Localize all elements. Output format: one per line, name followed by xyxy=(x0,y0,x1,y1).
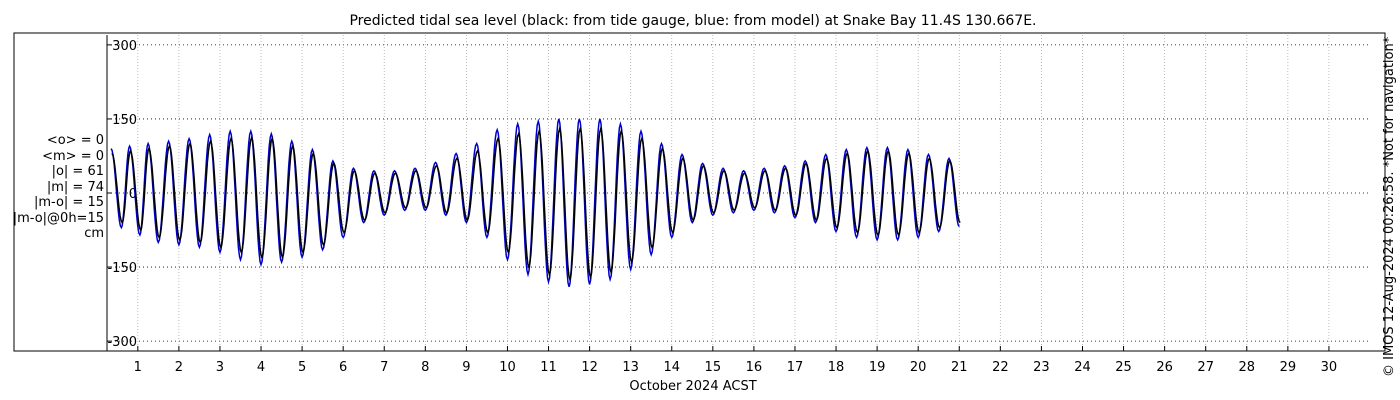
statistics-panel: <o> = 0 <m> = 0 |o| = 61 |m| = 74 |m-o| … xyxy=(10,133,104,242)
copyright-note: © IMOS 12-Aug-2024 00:26:58. *Not for na… xyxy=(1382,36,1397,377)
x-tick-label: 7 xyxy=(380,360,388,375)
x-tick-label: 22 xyxy=(992,360,1009,375)
x-tick-label: 10 xyxy=(499,360,516,375)
stat-abs-obs: |o| = 61 xyxy=(51,164,104,179)
y-tick-label: 0 xyxy=(129,187,137,202)
x-tick-label: 27 xyxy=(1197,360,1214,375)
x-tick-label: 1 xyxy=(134,360,142,375)
stat-abs-diff: |m-o| = 15 xyxy=(33,195,104,210)
x-tick-label: 6 xyxy=(339,360,347,375)
x-tick-label: 11 xyxy=(540,360,557,375)
x-tick-label: 19 xyxy=(869,360,886,375)
y-tick-label: 150 xyxy=(112,113,137,128)
x-tick-label: 4 xyxy=(257,360,265,375)
x-tick-label: 28 xyxy=(1239,360,1256,375)
x-tick-label: 18 xyxy=(828,360,845,375)
chart-title: Predicted tidal sea level (black: from t… xyxy=(349,13,1036,29)
x-tick-label: 14 xyxy=(663,360,680,375)
stat-unit: cm xyxy=(84,226,104,241)
x-tick-label: 17 xyxy=(787,360,804,375)
x-tick-label: 12 xyxy=(581,360,598,375)
y-axis: 300 150 0 -150 -300 xyxy=(106,35,137,351)
x-tick-label: 16 xyxy=(746,360,763,375)
stat-abs-model: |m| = 74 xyxy=(46,179,104,195)
x-axis: 1 2 3 4 5 6 7 8 9 10 11 12 13 14 15 16 17 18 19 20 21 22 23 24 2… xyxy=(134,346,1338,375)
x-tick-label: 29 xyxy=(1280,360,1297,375)
figure-frame xyxy=(13,32,1386,352)
y-tick-label: -300 xyxy=(107,335,137,350)
x-tick-label: 24 xyxy=(1074,360,1091,375)
stat-mean-obs: <o> = 0 xyxy=(46,133,104,148)
x-tick-label: 9 xyxy=(462,360,470,375)
y-tick-label: 300 xyxy=(112,39,137,54)
x-tick-label: 15 xyxy=(705,360,722,375)
stat-abs-diff-0h: |m-o|@0h=15 xyxy=(12,210,104,226)
x-tick-label: 8 xyxy=(421,360,429,375)
x-tick-label: 13 xyxy=(622,360,639,375)
y-tick-label: -150 xyxy=(107,261,137,276)
series-gauge-line xyxy=(111,126,961,283)
x-axis-label: October 2024 ACST xyxy=(629,379,756,394)
x-tick-label: 30 xyxy=(1321,360,1338,375)
x-tick-label: 25 xyxy=(1115,360,1132,375)
x-tick-label: 5 xyxy=(298,360,306,375)
x-tick-label: 26 xyxy=(1156,360,1173,375)
x-tick-label: 23 xyxy=(1033,360,1050,375)
x-tick-label: 2 xyxy=(175,360,183,375)
x-tick-label: 20 xyxy=(910,360,927,375)
grid xyxy=(107,35,1370,351)
x-tick-label: 21 xyxy=(951,360,968,375)
x-tick-label: 3 xyxy=(216,360,224,375)
series-layer xyxy=(110,118,961,287)
stat-mean-model: <m> = 0 xyxy=(42,148,104,164)
